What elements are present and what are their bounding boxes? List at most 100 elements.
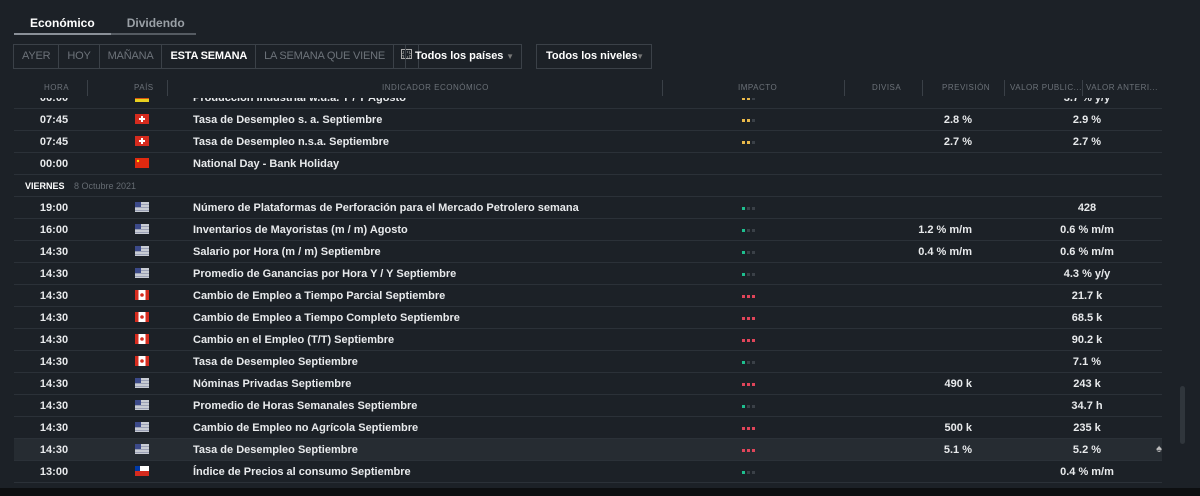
chevron-down-icon: ▼ bbox=[636, 52, 644, 61]
manana-button[interactable]: MAÑANA bbox=[100, 45, 163, 68]
event-previous: 235 k bbox=[1073, 422, 1101, 434]
bell-icon[interactable]: ♠ bbox=[1156, 443, 1162, 455]
event-previous: 3.7 % y/y bbox=[1063, 98, 1111, 104]
col-valor-publicado[interactable]: VALOR PUBLIC... bbox=[1010, 83, 1082, 92]
event-previous: 0.6 % m/m bbox=[1060, 224, 1114, 236]
event-time: 14:30 bbox=[39, 334, 69, 346]
table-row[interactable]: 19:00 Número de Plataformas de Perforaci… bbox=[14, 197, 1162, 219]
event-forecast: 2.8 % bbox=[943, 114, 972, 126]
impact-indicator bbox=[742, 449, 755, 452]
event-previous: 2.7 % bbox=[1072, 136, 1102, 148]
col-hora[interactable]: HORA bbox=[44, 83, 70, 92]
impact-indicator bbox=[742, 339, 755, 342]
chevron-down-icon: ▼ bbox=[506, 52, 514, 61]
levels-dropdown[interactable]: Todos los niveles ▼ bbox=[536, 44, 652, 69]
section-day: VIERNES bbox=[25, 181, 65, 191]
flag-us-icon bbox=[135, 224, 149, 234]
table-row[interactable]: 16:00 Inventarios de Mayoristas (m / m) … bbox=[14, 219, 1162, 241]
impact-indicator bbox=[742, 361, 755, 364]
table-row[interactable]: 14:30 Cambio de Empleo a Tiempo Completo… bbox=[14, 307, 1162, 329]
col-prevision[interactable]: PREVISIÓN bbox=[942, 83, 991, 92]
tab-dividendo[interactable]: Dividendo bbox=[126, 16, 185, 30]
event-previous: 7.1 % bbox=[1072, 356, 1102, 368]
impact-indicator bbox=[742, 229, 755, 232]
impact-indicator bbox=[742, 471, 755, 474]
event-indicator[interactable]: Salario por Hora (m / m) Septiembre bbox=[193, 246, 381, 258]
event-indicator[interactable]: Tasa de Desempleo n.s.a. Septiembre bbox=[193, 136, 390, 148]
event-time: 16:00 bbox=[39, 224, 69, 236]
impact-indicator bbox=[742, 119, 755, 122]
ayer-button[interactable]: AYER bbox=[14, 45, 60, 68]
event-indicator[interactable]: Cambio de Empleo a Tiempo Completo Septi… bbox=[193, 312, 460, 324]
table-row[interactable]: 07:45 Tasa de Desempleo n.s.a. Septiembr… bbox=[14, 131, 1162, 153]
col-impacto[interactable]: IMPACTO bbox=[738, 83, 778, 92]
event-forecast: 5.1 % bbox=[943, 444, 972, 456]
table-row[interactable]: 14:30 Cambio de Empleo no Agrícola Septi… bbox=[14, 417, 1162, 439]
event-indicator[interactable]: Tasa de Desempleo Septiembre bbox=[193, 356, 358, 368]
tab-bar: Económico Dividendo bbox=[14, 14, 196, 35]
col-valor-anterior[interactable]: VALOR ANTERI... bbox=[1086, 83, 1158, 92]
table-row[interactable]: 00:00 National Day - Bank Holiday bbox=[14, 153, 1162, 175]
flag-us-icon bbox=[135, 422, 149, 432]
calendar-icon[interactable] bbox=[394, 45, 418, 68]
table-row[interactable]: 14:30 Cambio de Empleo a Tiempo Parcial … bbox=[14, 285, 1162, 307]
countries-dropdown[interactable]: Todos los países ▼ bbox=[405, 44, 522, 69]
table-row[interactable]: 14:30 Tasa de Desempleo Septiembre 5.1 %… bbox=[14, 439, 1162, 461]
event-time: 00:00 bbox=[39, 158, 69, 170]
section-date: 8 Octubre 2021 bbox=[74, 181, 137, 191]
event-previous: 4.3 % y/y bbox=[1063, 268, 1111, 280]
table-row[interactable]: 14:30 Tasa de Desempleo Septiembre 7.1 % bbox=[14, 351, 1162, 373]
table-row[interactable]: 14:30 Salario por Hora (m / m) Septiembr… bbox=[14, 241, 1162, 263]
event-time: 06:00 bbox=[39, 98, 69, 104]
flag-us-icon bbox=[135, 444, 149, 454]
event-previous: 0.4 % m/m bbox=[1060, 466, 1114, 478]
tab-economico[interactable]: Económico bbox=[14, 14, 111, 35]
event-indicator[interactable]: Cambio de Empleo no Agrícola Septiembre bbox=[193, 422, 419, 434]
event-forecast: 500 k bbox=[944, 422, 972, 434]
col-indicador[interactable]: INDICADOR ECONÓMICO bbox=[382, 83, 489, 92]
flag-ca-icon bbox=[135, 334, 149, 344]
event-indicator[interactable]: Cambio de Empleo a Tiempo Parcial Septie… bbox=[193, 290, 446, 302]
event-time: 14:30 bbox=[39, 290, 69, 302]
table-row[interactable]: 14:30 Nóminas Privadas Septiembre 490 k … bbox=[14, 373, 1162, 395]
table-row[interactable]: 13:00 Índice de Precios al consumo Septi… bbox=[14, 461, 1162, 483]
event-indicator[interactable]: Tasa de Desempleo Septiembre bbox=[193, 444, 358, 456]
col-pais[interactable]: PAÍS bbox=[134, 83, 154, 92]
event-indicator[interactable]: National Day - Bank Holiday bbox=[193, 158, 340, 170]
scrollbar[interactable] bbox=[1180, 386, 1185, 444]
impact-indicator bbox=[742, 295, 755, 298]
event-indicator[interactable]: Índice de Precios al consumo Septiembre bbox=[193, 466, 411, 478]
event-previous: 243 k bbox=[1073, 378, 1101, 390]
event-previous: 34.7 h bbox=[1071, 400, 1103, 412]
semana-que-viene-button[interactable]: LA SEMANA QUE VIENE bbox=[256, 45, 395, 68]
event-indicator[interactable]: Producción Industrial w.d.a. Y / Y Agost… bbox=[193, 98, 406, 104]
impact-indicator bbox=[742, 405, 755, 408]
event-time: 14:30 bbox=[39, 444, 69, 456]
hoy-button[interactable]: HOY bbox=[59, 45, 100, 68]
events-table: 06:00 Producción Industrial w.d.a. Y / Y… bbox=[14, 98, 1176, 486]
event-indicator[interactable]: Inventarios de Mayoristas (m / m) Agosto bbox=[193, 224, 408, 236]
esta-semana-button[interactable]: ESTA SEMANA bbox=[162, 45, 257, 68]
event-indicator[interactable]: Promedio de Horas Semanales Septiembre bbox=[193, 400, 418, 412]
flag-cl-icon bbox=[135, 466, 149, 476]
event-indicator[interactable]: Promedio de Ganancias por Hora Y / Y Sep… bbox=[193, 268, 457, 280]
levels-dropdown-value: Todos los niveles bbox=[546, 50, 638, 62]
event-indicator[interactable]: Número de Plataformas de Perforación par… bbox=[193, 202, 579, 214]
event-indicator[interactable]: Cambio en el Empleo (T/T) Septiembre bbox=[193, 334, 395, 346]
table-row[interactable]: 06:00 Producción Industrial w.d.a. Y / Y… bbox=[14, 98, 1162, 109]
flag-us-icon bbox=[135, 202, 149, 212]
table-row[interactable]: 14:30 Promedio de Horas Semanales Septie… bbox=[14, 395, 1162, 417]
event-indicator[interactable]: Nóminas Privadas Septiembre bbox=[193, 378, 352, 390]
event-time: 14:30 bbox=[39, 268, 69, 280]
event-forecast: 490 k bbox=[944, 378, 972, 390]
flag-us-icon bbox=[135, 378, 149, 388]
event-previous: 68.5 k bbox=[1071, 312, 1103, 324]
event-time: 07:45 bbox=[39, 136, 69, 148]
table-row[interactable]: 07:45 Tasa de Desempleo s. a. Septiembre… bbox=[14, 109, 1162, 131]
col-divisa[interactable]: DIVISA bbox=[872, 83, 902, 92]
bottom-edge bbox=[0, 488, 1200, 496]
event-previous: 2.9 % bbox=[1072, 114, 1102, 126]
table-row[interactable]: 14:30 Cambio en el Empleo (T/T) Septiemb… bbox=[14, 329, 1162, 351]
event-indicator[interactable]: Tasa de Desempleo s. a. Septiembre bbox=[193, 114, 383, 126]
table-row[interactable]: 14:30 Promedio de Ganancias por Hora Y /… bbox=[14, 263, 1162, 285]
